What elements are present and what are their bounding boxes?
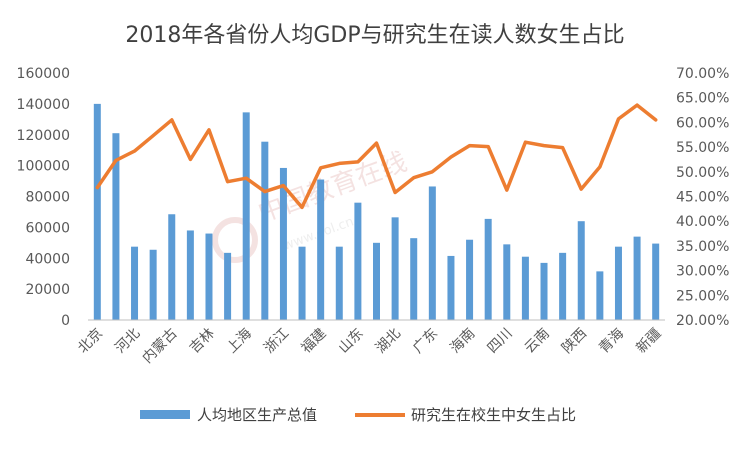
- bar: [484, 218, 492, 320]
- x-tick-label: 北京: [75, 326, 106, 357]
- bar: [298, 246, 306, 320]
- y-right-tick-label: 40.00%: [676, 214, 729, 230]
- x-tick-label: 湖北: [373, 326, 404, 357]
- y-axis-right: 20.00% 25.00% 30.00% 35.00% 40.00% 45.00% 50.0…: [676, 66, 729, 329]
- y-right-tick-label: 30.00%: [676, 264, 729, 280]
- x-tick-label: 广东: [410, 326, 441, 357]
- bar: [149, 249, 157, 320]
- legend-swatch-bar: [140, 410, 190, 419]
- y-left-tick-label: 40000: [25, 251, 70, 267]
- bar: [596, 271, 604, 320]
- x-tick-label: 内蒙古: [140, 326, 181, 367]
- bar: [242, 112, 250, 320]
- y-right-tick-label: 25.00%: [676, 288, 729, 304]
- x-tick-label: 四川: [485, 326, 516, 357]
- bar: [112, 133, 120, 320]
- y-axis-left: 0 20000 40000 60000 80000 100000 120000 140000 1…: [17, 66, 70, 329]
- x-tick-label: 上海: [224, 326, 255, 357]
- bar: [521, 256, 529, 320]
- bar: [540, 262, 548, 320]
- legend: 人均地区生产总值 研究生在校生中女生占比: [140, 406, 576, 424]
- bar: [391, 217, 399, 320]
- bar: [503, 244, 511, 320]
- x-tick-label: 福建: [298, 326, 329, 357]
- y-left-tick-label: 120000: [17, 128, 70, 144]
- bar: [317, 179, 325, 320]
- x-tick-label: 河北: [112, 326, 143, 357]
- y-right-tick-label: 20.00%: [676, 313, 729, 329]
- bar: [410, 238, 418, 320]
- bar: [428, 186, 436, 320]
- y-left-tick-label: 140000: [17, 97, 70, 113]
- y-left-tick-label: 60000: [25, 220, 70, 236]
- y-left-tick-label: 100000: [17, 159, 70, 175]
- bar: [186, 230, 194, 320]
- bar: [168, 214, 176, 320]
- x-tick-label: 山东: [336, 326, 367, 357]
- bar-series: [93, 103, 660, 320]
- y-left-tick-label: 20000: [25, 282, 70, 298]
- line-series: [95, 103, 658, 210]
- legend-label-line: 研究生在校生中女生占比: [411, 406, 576, 424]
- y-left-tick-label: 0: [61, 313, 70, 329]
- bar: [447, 255, 455, 320]
- x-tick-label: 海南: [447, 326, 478, 357]
- y-left-tick-label: 160000: [17, 66, 70, 82]
- y-right-tick-label: 45.00%: [676, 190, 729, 206]
- y-right-tick-label: 65.00%: [676, 91, 729, 107]
- bar: [614, 246, 622, 320]
- x-tick-label: 陕西: [559, 326, 590, 357]
- y-right-tick-label: 55.00%: [676, 140, 729, 156]
- bar: [279, 167, 287, 320]
- bar: [224, 252, 232, 320]
- bar: [466, 239, 474, 320]
- y-right-tick-label: 35.00%: [676, 239, 729, 255]
- y-left-tick-label: 80000: [25, 190, 70, 206]
- bar: [131, 246, 139, 320]
- x-tick-label: 浙江: [261, 326, 292, 357]
- x-tick-label: 新疆: [633, 326, 664, 357]
- bar: [373, 242, 380, 320]
- bar: [93, 103, 101, 320]
- bar: [261, 141, 269, 320]
- bar: [205, 233, 213, 320]
- y-right-tick-label: 50.00%: [676, 165, 729, 181]
- x-tick-label: 云南: [522, 326, 553, 357]
- chart-title: 2018年各省份人均GDP与研究生在读人数女生占比: [125, 23, 624, 48]
- bar: [559, 252, 567, 320]
- bar: [335, 246, 343, 320]
- y-right-tick-label: 60.00%: [676, 115, 729, 131]
- bar: [652, 243, 660, 320]
- bar: [633, 236, 641, 320]
- legend-label-bar: 人均地区生产总值: [197, 406, 317, 424]
- y-right-tick-label: 70.00%: [676, 66, 729, 82]
- x-tick-label: 青海: [596, 326, 627, 357]
- bar: [577, 221, 585, 320]
- x-tick-label: 吉林: [187, 326, 218, 357]
- bar: [354, 202, 362, 320]
